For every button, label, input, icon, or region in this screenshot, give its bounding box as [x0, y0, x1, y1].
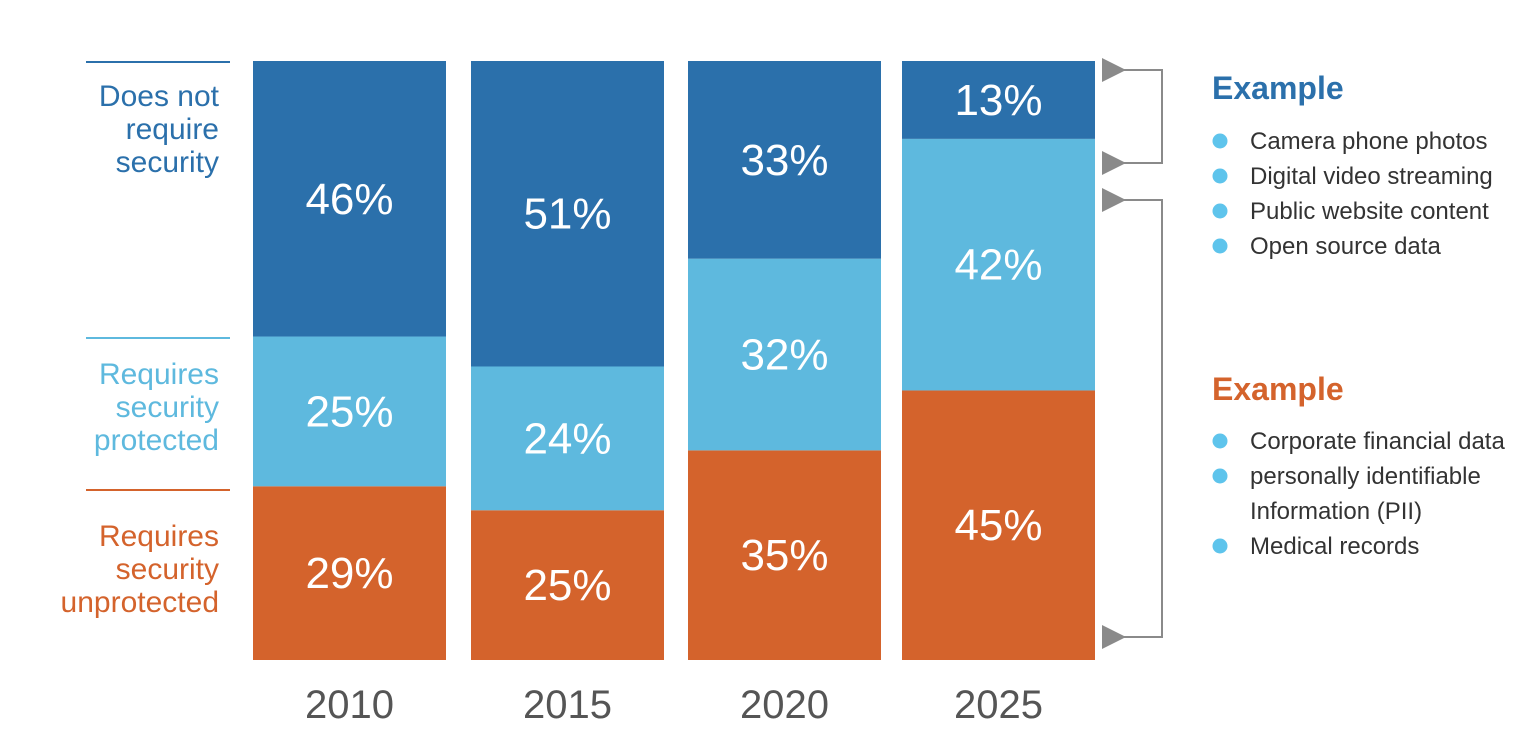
- legend-label: security: [116, 146, 219, 179]
- bar-segment: [902, 390, 1095, 660]
- data-label: 25%: [305, 387, 393, 436]
- data-label: 51%: [523, 190, 611, 239]
- example-item: Camera phone photos: [1250, 128, 1488, 155]
- legend-label: Requires: [99, 520, 219, 553]
- series-legend: Does notrequiresecurityRequiressecurityp…: [61, 61, 230, 619]
- data-label: 45%: [954, 501, 1042, 550]
- bar-segment: [688, 450, 881, 660]
- legend-label: Does not: [99, 80, 220, 113]
- example-item: personally identifiable Information (PII): [1250, 463, 1481, 525]
- example-title-bottom: Example: [1212, 371, 1344, 407]
- legend-label: unprotected: [61, 586, 219, 619]
- example-list-top: Camera phone photos Digital video streami…: [1212, 128, 1493, 260]
- bars-group: [253, 61, 1095, 660]
- bar-segment: [902, 61, 1095, 139]
- example-item: Corporate financial data: [1250, 428, 1505, 455]
- example-title-top: Example: [1212, 70, 1344, 106]
- data-label: 25%: [523, 561, 611, 610]
- example-item: Medical records: [1250, 533, 1419, 560]
- legend-label: protected: [94, 424, 219, 457]
- example-item: Digital video streaming: [1250, 163, 1493, 190]
- data-label: 46%: [305, 175, 393, 224]
- example-item: Open source data: [1250, 233, 1441, 260]
- category-labels-group: 2010 2015 2020 2025: [305, 683, 1043, 727]
- data-label: 33%: [740, 136, 828, 185]
- legend-label: Requires: [99, 358, 219, 391]
- bar-segment: [902, 138, 1095, 391]
- bullet-icon: [1212, 433, 1228, 449]
- bottom-bracket: [1102, 188, 1163, 649]
- bar-segment: [471, 510, 664, 660]
- data-label: 24%: [523, 414, 611, 463]
- bar-segment: [253, 61, 446, 337]
- data-label: 35%: [740, 531, 828, 580]
- top-bracket: [1102, 58, 1163, 175]
- bullet-icon: [1212, 168, 1228, 184]
- bullet-icon: [1212, 538, 1228, 554]
- legend-label: require: [126, 113, 219, 146]
- bar-segment: [471, 61, 664, 367]
- bar-segment: [688, 61, 881, 259]
- bullet-icon: [1212, 133, 1228, 149]
- bar-segment: [253, 486, 446, 660]
- category-label: 2010: [305, 683, 394, 727]
- example-item: Public website content: [1250, 198, 1489, 225]
- bullet-icon: [1212, 238, 1228, 254]
- bar-segment: [471, 366, 664, 511]
- bullet-icon: [1212, 203, 1228, 219]
- segment-labels-group: 29% 25% 46% 25% 24% 51% 35% 32% 33% 45% 42% 13%: [305, 76, 1042, 610]
- bullet-icon: [1212, 468, 1228, 484]
- example-list-bottom: Corporate financial data personally ident…: [1212, 428, 1505, 560]
- category-label: 2015: [523, 683, 612, 727]
- data-label: 32%: [740, 331, 828, 380]
- bar-segment: [253, 336, 446, 487]
- data-label: 42%: [954, 241, 1042, 290]
- bar-segment: [688, 258, 881, 451]
- data-label: 13%: [954, 76, 1042, 125]
- category-label: 2020: [740, 683, 829, 727]
- legend-label: security: [116, 553, 219, 586]
- example-panel-top: Example Camera phone photos Digital video…: [1212, 70, 1493, 260]
- legend-label: security: [116, 391, 219, 424]
- category-label: 2025: [954, 683, 1043, 727]
- example-panel-bottom: Example Corporate financial data personal…: [1212, 371, 1505, 560]
- data-label: 29%: [305, 549, 393, 598]
